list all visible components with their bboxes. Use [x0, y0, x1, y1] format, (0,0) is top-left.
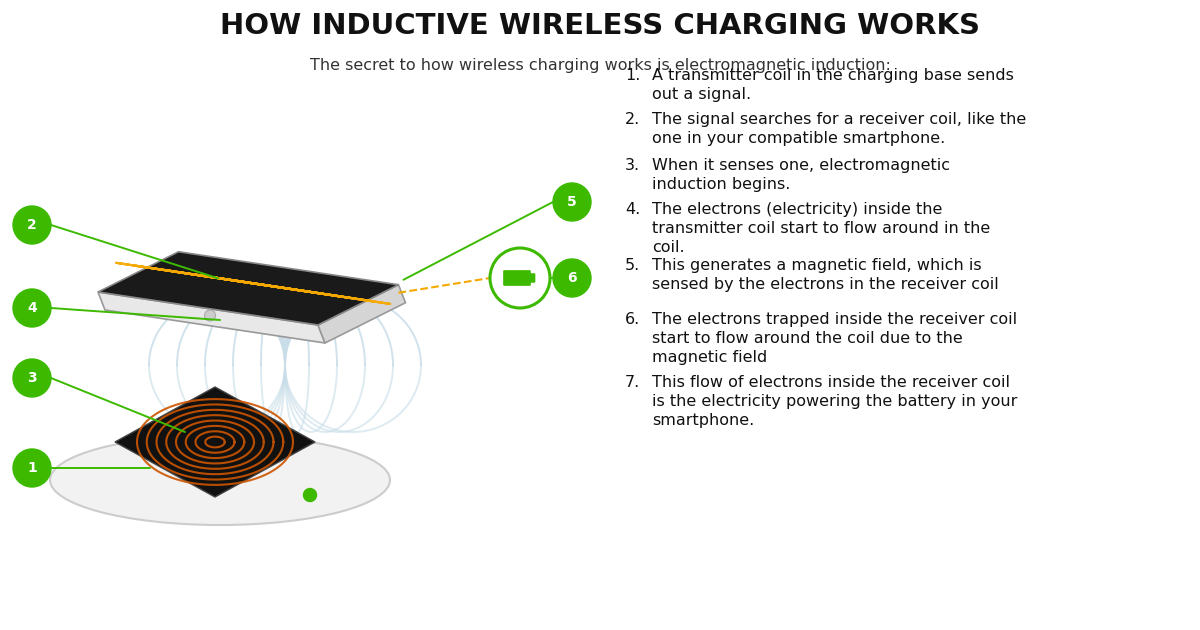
Text: A transmitter coil in the charging base sends
out a signal.: A transmitter coil in the charging base …	[652, 68, 1014, 102]
Text: This flow of electrons inside the receiver coil
is the electricity powering the : This flow of electrons inside the receiv…	[652, 375, 1018, 428]
FancyBboxPatch shape	[529, 273, 535, 282]
Text: The signal searches for a receiver coil, like the
one in your compatible smartph: The signal searches for a receiver coil,…	[652, 112, 1026, 146]
Text: 6.: 6.	[625, 312, 641, 327]
Text: 3: 3	[28, 371, 37, 385]
Circle shape	[304, 488, 317, 501]
Circle shape	[13, 289, 50, 327]
Text: 5.: 5.	[625, 258, 641, 273]
Circle shape	[13, 359, 50, 397]
Text: HOW INDUCTIVE WIRELESS CHARGING WORKS: HOW INDUCTIVE WIRELESS CHARGING WORKS	[220, 12, 980, 40]
Circle shape	[13, 206, 50, 244]
Text: The electrons trapped inside the receiver coil
start to flow around the coil due: The electrons trapped inside the receive…	[652, 312, 1018, 365]
Text: 2.: 2.	[625, 112, 641, 127]
Text: When it senses one, electromagnetic
induction begins.: When it senses one, electromagnetic indu…	[652, 158, 950, 192]
Circle shape	[553, 183, 592, 221]
Text: 4: 4	[28, 301, 37, 315]
Circle shape	[490, 248, 550, 308]
FancyBboxPatch shape	[504, 270, 530, 285]
Polygon shape	[318, 285, 406, 343]
Circle shape	[204, 310, 216, 321]
Text: 6: 6	[568, 271, 577, 285]
Text: The secret to how wireless charging works is electromagnetic induction:: The secret to how wireless charging work…	[310, 58, 890, 73]
Circle shape	[553, 259, 592, 297]
Polygon shape	[115, 387, 316, 497]
Ellipse shape	[50, 435, 390, 525]
Text: 4.: 4.	[625, 202, 641, 217]
Text: 1.: 1.	[625, 68, 641, 83]
Text: 5: 5	[568, 195, 577, 209]
Polygon shape	[98, 292, 325, 343]
Text: 3.: 3.	[625, 158, 640, 173]
Text: 2: 2	[28, 218, 37, 232]
Text: The electrons (electricity) inside the
transmitter coil start to flow around in : The electrons (electricity) inside the t…	[652, 202, 990, 255]
Text: This generates a magnetic field, which is
sensed by the electrons in the receive: This generates a magnetic field, which i…	[652, 258, 998, 292]
Text: 1: 1	[28, 461, 37, 475]
Text: 7.: 7.	[625, 375, 641, 390]
Polygon shape	[98, 252, 398, 325]
Circle shape	[13, 449, 50, 487]
